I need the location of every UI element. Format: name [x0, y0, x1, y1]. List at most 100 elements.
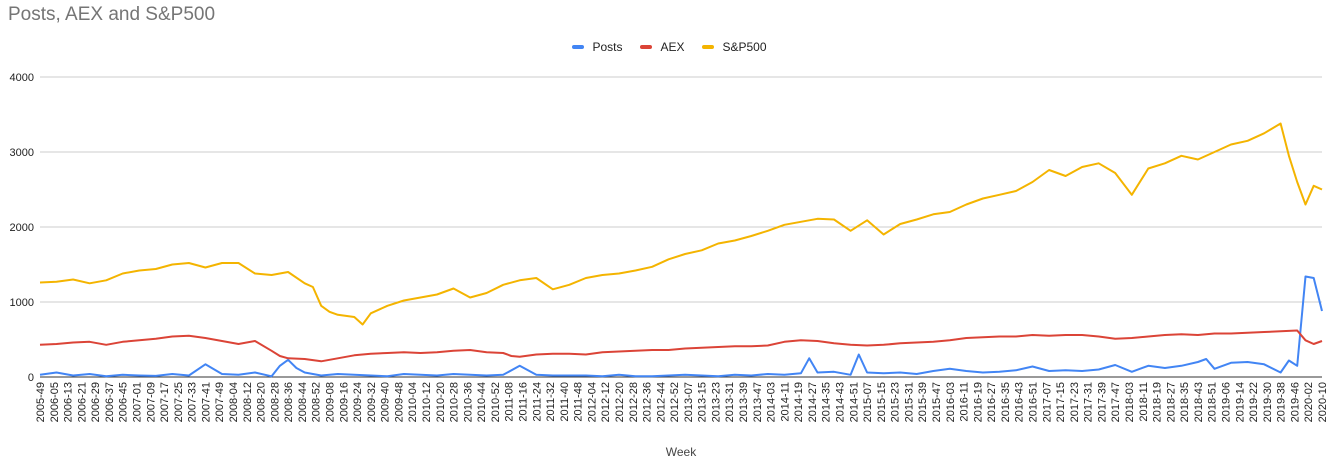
- x-tick-label: 2020-10: [1317, 382, 1329, 422]
- x-tick-label: 2006-13: [63, 382, 75, 422]
- legend-label-sp500: S&P500: [722, 40, 767, 54]
- x-tick-label: 2017-15: [1055, 382, 1067, 422]
- legend-item-posts[interactable]: Posts: [572, 40, 622, 54]
- x-tick-label: 2008-52: [311, 382, 323, 422]
- x-tick-label: 2018-43: [1193, 382, 1205, 422]
- chart-title: Posts, AEX and S&P500: [8, 4, 216, 25]
- legend-swatch-aex: [640, 45, 653, 49]
- x-tick-label: 2015-39: [917, 382, 929, 422]
- x-tick-label: 2016-19: [972, 382, 984, 422]
- x-tick-label: 2016-35: [1000, 382, 1012, 422]
- x-tick-label: 2016-51: [1028, 382, 1040, 422]
- x-tick-label: 2019-22: [1248, 382, 1260, 422]
- legend-swatch-sp500: [702, 45, 715, 49]
- x-tick-label: 2014-51: [848, 382, 860, 422]
- x-tick-label: 2018-11: [1138, 382, 1150, 422]
- y-tick-label: 3000: [10, 147, 34, 159]
- x-tick-label: 2012-28: [628, 382, 640, 422]
- y-tick-label: 0: [28, 372, 34, 384]
- x-tick-label: 2015-23: [890, 382, 902, 422]
- legend-swatch-posts: [572, 45, 585, 49]
- x-tick-label: 2007-41: [200, 382, 212, 422]
- x-tick-label: 2008-12: [242, 382, 254, 422]
- series-line-posts: [39, 275, 1323, 378]
- legend-label-posts: Posts: [592, 40, 623, 54]
- x-tick-label: 2009-16: [338, 382, 350, 422]
- x-axis-label: Week: [666, 445, 697, 459]
- x-tick-label: 2009-48: [393, 382, 405, 422]
- legend-label-aex: AEX: [660, 40, 685, 54]
- x-tick-label: 2012-04: [586, 382, 598, 422]
- x-tick-label: 2009-08: [324, 382, 336, 422]
- x-tick-label: 2013-31: [724, 382, 736, 422]
- gridlines: [40, 76, 1322, 378]
- x-tick-label: 2010-12: [421, 382, 433, 422]
- x-tick-label: 2014-19: [793, 382, 805, 422]
- x-tick-label: 2018-35: [1179, 382, 1191, 422]
- x-tick-label: 2006-37: [104, 382, 116, 422]
- x-tick-label: 2016-03: [945, 382, 957, 422]
- x-tick-label: 2008-36: [283, 382, 295, 422]
- x-tick-label: 2015-31: [903, 382, 915, 422]
- x-tick-label: 2008-20: [256, 382, 268, 422]
- x-tick-label: 2012-12: [600, 382, 612, 422]
- series-line-sp500: [39, 122, 1323, 326]
- x-tick-label: 2010-20: [435, 382, 447, 422]
- x-tick-label: 2017-07: [1041, 382, 1053, 422]
- x-tick-label: 2006-45: [118, 382, 130, 422]
- x-tick-label: 2009-32: [366, 382, 378, 422]
- x-tick-label: 2012-44: [655, 382, 667, 422]
- x-tick-label: 2006-05: [49, 382, 61, 422]
- x-tick-label: 2008-44: [297, 382, 309, 422]
- x-tick-label: 2009-24: [352, 382, 364, 422]
- x-tick-label: 2015-07: [862, 382, 874, 422]
- x-tick-label: 2014-43: [835, 382, 847, 422]
- x-tick-label: 2010-52: [490, 382, 502, 422]
- legend-item-sp500[interactable]: S&P500: [702, 40, 767, 54]
- x-tick-label: 2015-15: [876, 382, 888, 422]
- x-tick-label: 2017-47: [1110, 382, 1122, 422]
- x-tick-label: 2010-04: [407, 382, 419, 422]
- x-tick-label: 2013-07: [683, 382, 695, 422]
- x-tick-label: 2014-27: [807, 382, 819, 422]
- x-tick-label: 2015-47: [931, 382, 943, 422]
- x-axis-ticks: 2005-49 2006-05 2006-13 2006-21 2006-29 2006-…: [35, 382, 1329, 422]
- legend-item-aex[interactable]: AEX: [640, 40, 684, 54]
- x-tick-label: 2007-49: [214, 382, 226, 422]
- x-tick-label: 2014-03: [766, 382, 778, 422]
- x-tick-label: 2012-52: [669, 382, 681, 422]
- x-tick-label: 2013-23: [710, 382, 722, 422]
- series-line-aex: [39, 329, 1323, 363]
- x-tick-label: 2018-19: [1152, 382, 1164, 422]
- x-tick-label: 2019-14: [1234, 382, 1246, 422]
- x-tick-label: 2006-29: [90, 382, 102, 422]
- x-tick-label: 2019-30: [1262, 382, 1274, 422]
- legend: Posts AEX S&P500: [0, 40, 1339, 54]
- x-tick-label: 2017-39: [1096, 382, 1108, 422]
- x-tick-label: 2018-03: [1124, 382, 1136, 422]
- x-tick-label: 2017-23: [1069, 382, 1081, 422]
- x-tick-label: 2010-28: [449, 382, 461, 422]
- x-tick-label: 2006-21: [76, 382, 88, 422]
- x-tick-label: 2020-02: [1303, 382, 1315, 422]
- x-tick-label: 2013-47: [752, 382, 764, 422]
- x-tick-label: 2011-24: [531, 382, 543, 422]
- x-tick-label: 2018-27: [1165, 382, 1177, 422]
- x-tick-label: 2016-11: [959, 382, 971, 422]
- x-tick-label: 2007-17: [159, 382, 171, 422]
- x-tick-label: 2013-39: [738, 382, 750, 422]
- x-tick-label: 2011-08: [504, 382, 516, 422]
- x-tick-label: 2012-36: [642, 382, 654, 422]
- x-tick-label: 2008-28: [269, 382, 281, 422]
- x-tick-label: 2010-36: [462, 382, 474, 422]
- x-tick-label: 2019-46: [1289, 382, 1301, 422]
- y-tick-label: 2000: [10, 222, 34, 234]
- x-tick-label: 2018-51: [1207, 382, 1219, 422]
- x-tick-label: 2011-16: [517, 382, 529, 422]
- x-tick-label: 2007-25: [173, 382, 185, 422]
- y-axis-ticks: 0 1000 2000 3000 4000: [10, 72, 34, 384]
- x-tick-label: 2013-15: [697, 382, 709, 422]
- x-tick-label: 2008-04: [228, 382, 240, 422]
- x-tick-label: 2016-43: [1014, 382, 1026, 422]
